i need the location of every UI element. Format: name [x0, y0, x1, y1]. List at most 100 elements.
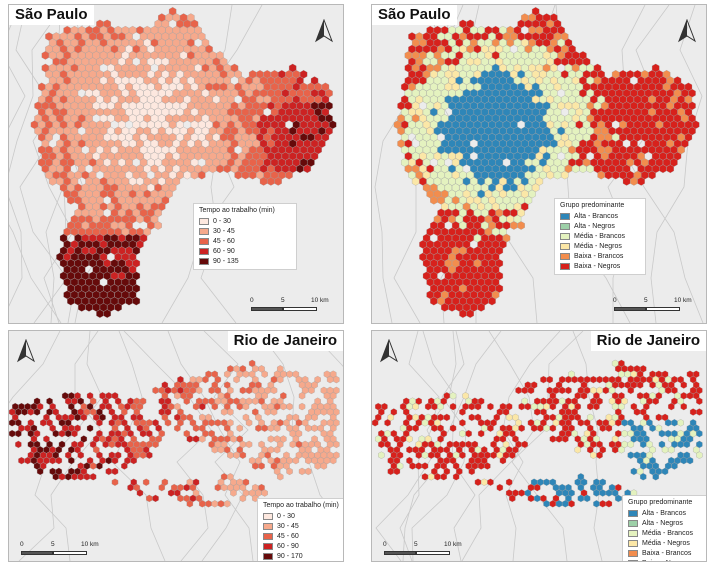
hex-cell	[505, 478, 513, 486]
legend-item: Média - Negros	[560, 241, 640, 251]
hex-cell	[41, 51, 50, 60]
hex-cell	[74, 413, 81, 422]
legend-label: 60 - 90	[213, 247, 235, 255]
hex-cell	[611, 446, 619, 454]
hex-cell	[89, 473, 97, 481]
hex-cell	[627, 440, 634, 449]
hex-cell	[296, 164, 304, 174]
hex-cell	[424, 402, 432, 411]
legend-swatch	[628, 549, 638, 557]
hex-cell	[649, 381, 656, 389]
legend-item: 0 - 30	[199, 216, 291, 226]
hex-cell	[602, 386, 610, 395]
hex-cell	[487, 402, 494, 411]
hex-cell	[668, 402, 675, 411]
hex-cell	[680, 381, 687, 389]
hex-cell	[40, 419, 47, 427]
hex-cell	[261, 370, 268, 378]
hex-cell	[487, 424, 494, 432]
hex-cell	[537, 424, 544, 432]
hex-cell	[233, 375, 240, 384]
hex-cell	[205, 500, 212, 508]
hex-cell	[311, 424, 318, 432]
hex-cell	[549, 500, 557, 508]
hex-cell	[111, 467, 119, 476]
hex-cell	[114, 440, 122, 449]
hex-cell	[622, 177, 631, 186]
hex-cell	[252, 397, 259, 405]
hex-cell	[96, 462, 103, 470]
legend-swatch	[199, 217, 209, 225]
hex-cell	[630, 489, 638, 497]
hex-cell	[164, 419, 172, 427]
hex-cell	[599, 489, 606, 497]
boundary-line	[123, 331, 212, 561]
hex-cell	[412, 402, 419, 411]
hex-cell	[488, 296, 496, 306]
hex-cell	[270, 408, 278, 416]
hex-cell	[627, 451, 634, 459]
hex-cell	[477, 303, 485, 312]
hex-cell	[298, 392, 306, 400]
hex-cell	[211, 500, 218, 508]
hex-cell	[599, 424, 606, 432]
hex-cell	[286, 402, 293, 411]
hex-cell	[615, 494, 622, 503]
hex-cell	[549, 424, 557, 432]
legend-item: Média - Brancos	[628, 528, 704, 538]
hex-cell	[580, 392, 588, 400]
hex-cell	[77, 473, 84, 481]
legend-label: Alta - Brancos	[574, 212, 618, 220]
hex-cell	[583, 494, 591, 503]
legend-swatch	[560, 262, 570, 270]
hex-cell	[274, 177, 282, 186]
hex-cell	[515, 386, 522, 395]
scale-label-end: 10 km	[444, 541, 462, 548]
hex-cell	[146, 451, 153, 459]
hex-cell	[136, 214, 144, 224]
hex-cell	[15, 440, 22, 449]
hex-cell	[230, 435, 237, 443]
hex-cell	[378, 451, 385, 459]
hex-cell	[314, 462, 321, 470]
hex-cell	[587, 402, 594, 411]
hex-cell	[683, 440, 691, 449]
hex-cell	[261, 489, 268, 497]
hex-cell	[71, 473, 78, 481]
legend-swatch	[560, 252, 570, 260]
legend-label: Alta - Brancos	[642, 509, 686, 517]
map-canvas	[372, 331, 703, 561]
hex-cell	[174, 392, 181, 400]
hex-cell	[77, 451, 84, 459]
hex-cell	[677, 419, 684, 427]
hex-cell	[132, 296, 141, 306]
map-legend: Grupo predominante Alta - Brancos Alta - …	[554, 198, 646, 275]
legend-title: Grupo predominante	[560, 202, 625, 209]
hex-cell	[96, 419, 103, 427]
hex-cell	[661, 467, 669, 476]
hex-cell	[524, 402, 532, 411]
hex-cell	[655, 413, 663, 422]
hex-cell	[562, 435, 569, 443]
boundary-line	[461, 331, 584, 561]
hex-cell	[152, 386, 159, 395]
hex-cell	[521, 440, 528, 449]
hex-cell	[214, 483, 222, 492]
hex-cell	[440, 473, 447, 481]
hex-cell	[659, 164, 667, 174]
hex-cell	[518, 424, 525, 432]
hex-cell	[58, 473, 66, 481]
legend-label: Média - Negros	[642, 539, 690, 547]
legend-swatch	[628, 519, 638, 527]
hex-cell	[264, 408, 271, 416]
scale-label-end: 10 km	[674, 297, 692, 304]
map-legend: Grupo predominante Alta - Brancos Alta - …	[622, 495, 706, 561]
hex-cell	[571, 375, 578, 384]
boundary-line	[9, 5, 62, 323]
hex-cell	[177, 494, 184, 503]
hex-cell	[152, 440, 159, 449]
legend-label: Baixa - Negros	[574, 262, 621, 270]
hex-cell	[530, 424, 538, 432]
hex-cell	[270, 386, 278, 395]
map-panel-rj-time: Rio de Janeiro Tempo ao trabalho (min) 0…	[8, 330, 344, 562]
